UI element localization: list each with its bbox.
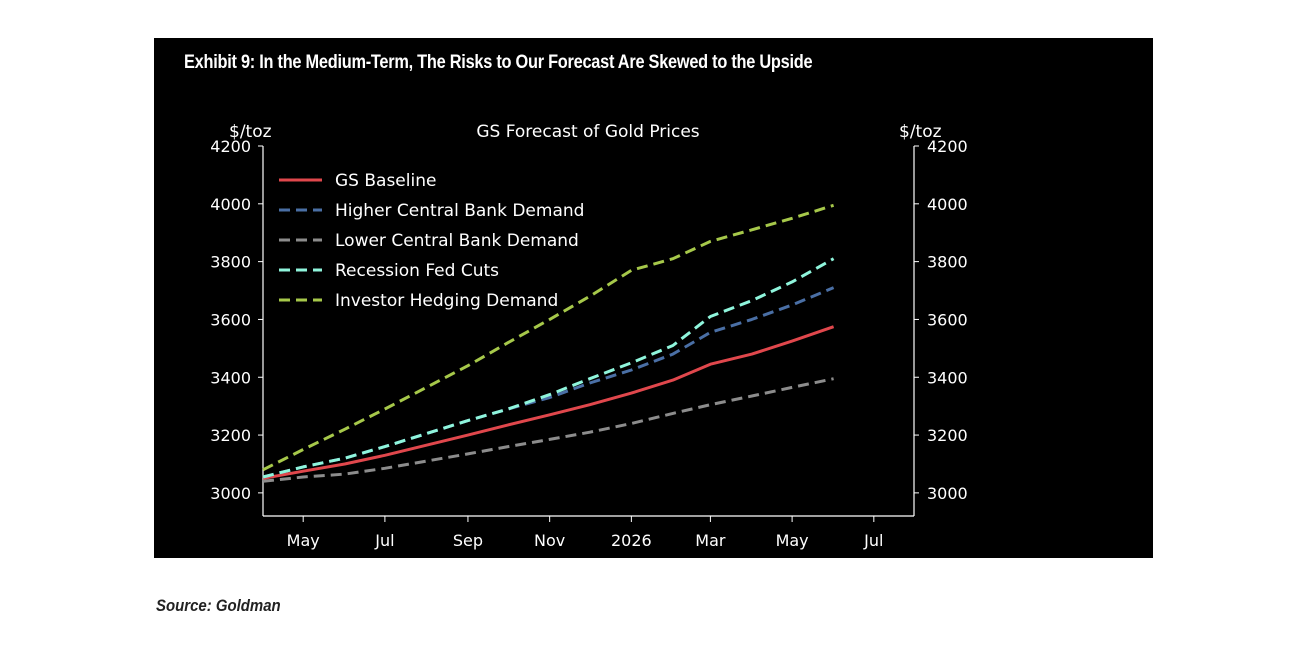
x-tick-label: Jul	[863, 531, 883, 550]
y-axis-left-label: $/toz	[229, 122, 272, 142]
y-tick-label-left: 3200	[210, 426, 251, 445]
series-line-recession-fed-cuts	[262, 257, 835, 479]
chart-svg: GS Forecast of Gold Prices $/toz $/toz 3…	[210, 122, 967, 550]
y-tick-label-right: 3400	[927, 368, 968, 387]
x-tick-label: Jul	[374, 531, 394, 550]
y-tick-label-right: 3000	[927, 484, 968, 503]
series-lines	[262, 203, 835, 483]
y-tick-label-right: 3800	[927, 253, 968, 272]
y-tick-label-left: 3600	[210, 310, 251, 329]
y-tick-label-right: 4200	[927, 137, 968, 156]
y-tick-label-left: 3000	[210, 484, 251, 503]
x-tick-label: May	[287, 531, 320, 550]
series-line-gs-baseline	[262, 325, 835, 480]
x-tick-label: Sep	[453, 531, 483, 550]
x-tick-label: Mar	[695, 531, 726, 550]
x-tick-label: Nov	[534, 531, 565, 550]
axes: 3000 3000 3200 3200 3400 3400 3600 3600 3800 3800…	[210, 137, 967, 550]
legend: GS Baseline Higher Central Bank Demand Low…	[279, 171, 584, 311]
chart-panel: Exhibit 9: In the Medium-Term, The Risks…	[154, 38, 1153, 558]
series-line-investor-hedging-demand	[262, 203, 835, 472]
source-note: Source: Goldman	[156, 596, 281, 615]
series-line-higher-central-bank-demand	[262, 286, 835, 479]
y-tick-label-left: 4000	[210, 195, 251, 214]
y-tick-label-right: 3200	[927, 426, 968, 445]
y-tick-label-left: 4200	[210, 137, 251, 156]
exhibit-title: Exhibit 9: In the Medium-Term, The Risks…	[184, 52, 813, 73]
y-tick-label-left: 3800	[210, 253, 251, 272]
legend-label: Investor Hedging Demand	[335, 291, 558, 311]
y-tick-label-right: 3600	[927, 310, 968, 329]
chart-title: GS Forecast of Gold Prices	[476, 122, 699, 142]
x-tick-label: 2026	[611, 531, 652, 550]
legend-label: Lower Central Bank Demand	[335, 231, 579, 251]
legend-label: Recession Fed Cuts	[335, 261, 499, 281]
legend-label: Higher Central Bank Demand	[335, 201, 584, 221]
y-tick-label-left: 3400	[210, 368, 251, 387]
series-line-lower-central-bank-demand	[262, 377, 834, 483]
x-tick-label: May	[776, 531, 809, 550]
y-tick-label-right: 4000	[927, 195, 968, 214]
y-axis-right-label: $/toz	[899, 122, 942, 142]
legend-label: GS Baseline	[335, 171, 436, 191]
